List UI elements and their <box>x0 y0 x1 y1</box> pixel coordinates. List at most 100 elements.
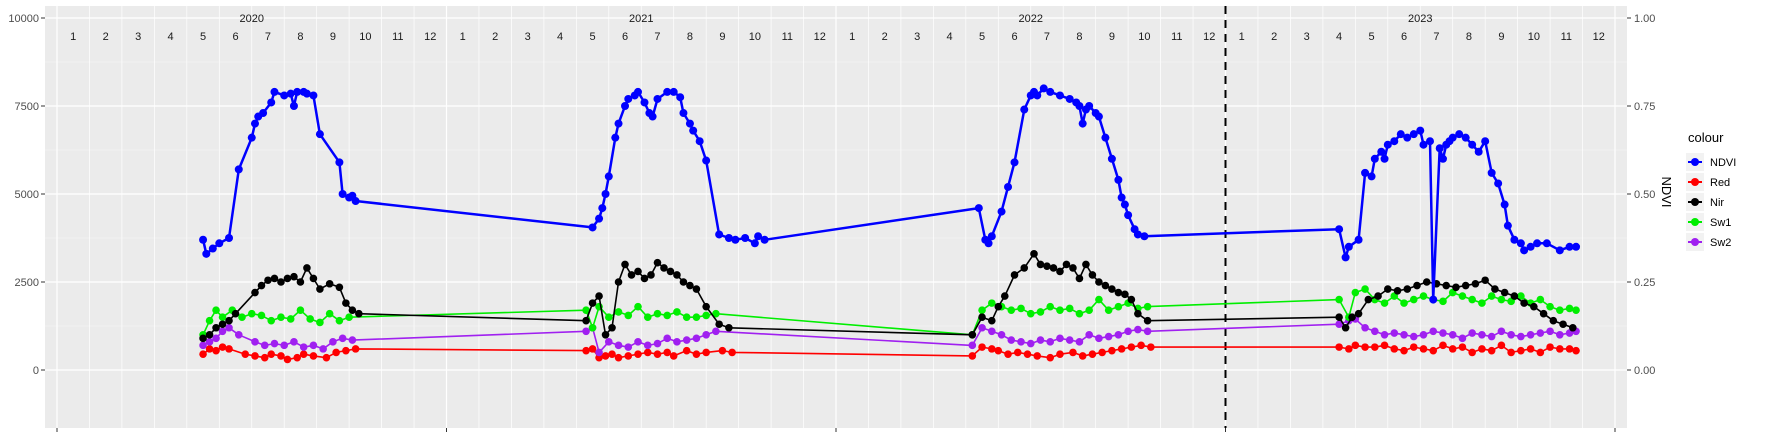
data-point-nir <box>582 316 590 325</box>
data-point-sw1 <box>1036 308 1045 316</box>
data-point-sw2 <box>1095 334 1103 343</box>
data-point-nir <box>1539 309 1548 318</box>
data-point-sw1 <box>335 316 344 325</box>
data-point-ndvi <box>1094 112 1103 121</box>
data-point-ndvi <box>1500 200 1509 209</box>
data-point-ndvi <box>1409 130 1418 139</box>
data-point-sw1 <box>296 306 305 314</box>
data-point-red <box>702 348 710 357</box>
month-label: 11 <box>392 31 403 43</box>
data-point-nir <box>1559 320 1567 329</box>
data-point-ndvi <box>1487 168 1496 177</box>
data-point-nir <box>1403 285 1412 293</box>
data-point-nir <box>1569 323 1577 332</box>
data-point-sw2 <box>329 338 337 346</box>
data-point-ndvi <box>679 109 688 118</box>
data-point-ndvi <box>1416 126 1425 135</box>
data-point-nir <box>355 309 363 318</box>
data-point-ndvi <box>1085 102 1094 110</box>
data-point-nir <box>1134 309 1142 318</box>
data-point-nir <box>1082 260 1090 269</box>
data-point-sw2 <box>1335 320 1343 329</box>
data-point-sw2 <box>1439 329 1447 337</box>
data-point-sw1 <box>582 306 590 314</box>
data-point-sw1 <box>614 308 623 316</box>
data-point-red <box>624 352 633 360</box>
month-label: 3 <box>525 31 531 43</box>
data-point-red <box>1023 350 1032 358</box>
data-point-red <box>1078 352 1087 360</box>
month-label: 10 <box>749 31 761 43</box>
data-point-ndvi <box>225 234 234 242</box>
data-point-red <box>1507 348 1515 357</box>
data-point-sw1 <box>1351 288 1360 297</box>
data-point-nir <box>978 313 986 322</box>
data-point-nir <box>1108 285 1116 293</box>
data-point-red <box>968 352 977 360</box>
month-label: 8 <box>297 31 303 43</box>
data-point-red <box>1345 345 1353 353</box>
data-point-ndvi <box>760 235 769 244</box>
data-point-red <box>1517 346 1525 355</box>
data-point-ndvi <box>1117 193 1126 202</box>
data-point-red <box>1448 345 1457 353</box>
data-point-sw2 <box>1536 329 1545 337</box>
data-point-sw2 <box>1056 334 1064 343</box>
month-label: 2 <box>1271 31 1277 43</box>
month-label: 3 <box>914 31 920 43</box>
data-point-ndvi <box>208 244 217 253</box>
data-point-sw1 <box>218 313 227 322</box>
month-label: 7 <box>265 31 271 43</box>
data-point-sw1 <box>1361 285 1369 293</box>
legend-point-sw1 <box>1691 218 1699 226</box>
data-point-red <box>1468 348 1476 357</box>
data-point-ndvi <box>234 165 243 174</box>
data-point-ndvi <box>1468 140 1477 149</box>
data-point-ndvi <box>1396 130 1405 139</box>
data-point-sw2 <box>270 339 279 348</box>
data-point-red <box>1117 345 1126 353</box>
data-point-ndvi <box>1377 147 1386 156</box>
data-point-ndvi <box>259 109 268 118</box>
data-point-red <box>212 346 220 355</box>
data-point-ndvi <box>1078 119 1087 128</box>
data-point-ndvi <box>1020 105 1029 114</box>
legend-label-sw1: Sw1 <box>1710 217 1731 229</box>
data-point-nir <box>205 331 214 339</box>
data-point-ndvi <box>1533 239 1542 248</box>
data-point-sw1 <box>624 311 633 320</box>
data-point-red <box>1556 345 1564 353</box>
data-point-sw2 <box>692 334 701 343</box>
y2-tick-label: 0.00 <box>1634 365 1655 377</box>
month-label: 6 <box>622 31 628 43</box>
data-point-nir <box>1088 271 1097 279</box>
data-point-sw2 <box>643 341 652 350</box>
data-point-nir <box>1127 295 1136 304</box>
month-label: 11 <box>1561 31 1572 43</box>
month-label: 4 <box>168 31 174 43</box>
data-point-red <box>1371 343 1379 351</box>
data-point-red <box>1335 343 1343 351</box>
month-label: 9 <box>330 31 336 43</box>
data-point-ndvi <box>270 87 279 96</box>
data-point-ndvi <box>289 102 298 110</box>
data-point-ndvi <box>653 94 662 103</box>
data-point-red <box>988 345 996 353</box>
data-point-sw1 <box>1026 309 1035 318</box>
data-point-nir <box>1020 264 1029 272</box>
data-point-nir <box>601 331 610 339</box>
data-point-nir <box>1481 276 1489 285</box>
data-point-ndvi <box>984 239 993 248</box>
year-label: 2020 <box>240 13 264 25</box>
data-point-sw2 <box>978 323 986 332</box>
data-point-sw2 <box>338 334 347 343</box>
data-point-ndvi <box>351 197 360 206</box>
data-point-sw1 <box>653 309 662 318</box>
month-label: 5 <box>1369 31 1375 43</box>
data-point-sw1 <box>1556 306 1564 314</box>
data-point-nir <box>251 288 259 297</box>
month-label: 4 <box>947 31 953 43</box>
data-point-sw1 <box>1546 302 1554 311</box>
data-point-ndvi <box>1120 200 1129 209</box>
data-point-sw1 <box>257 311 266 320</box>
